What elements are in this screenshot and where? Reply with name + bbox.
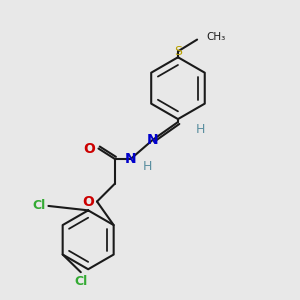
Text: N: N — [147, 133, 159, 147]
Text: O: O — [82, 194, 94, 208]
Text: Cl: Cl — [32, 200, 46, 212]
Text: O: O — [84, 142, 95, 155]
Text: H: H — [196, 123, 205, 136]
Text: Cl: Cl — [74, 275, 87, 288]
Text: H: H — [142, 160, 152, 173]
Text: N: N — [125, 152, 137, 166]
Text: CH₃: CH₃ — [206, 32, 225, 42]
Text: S: S — [174, 45, 182, 58]
